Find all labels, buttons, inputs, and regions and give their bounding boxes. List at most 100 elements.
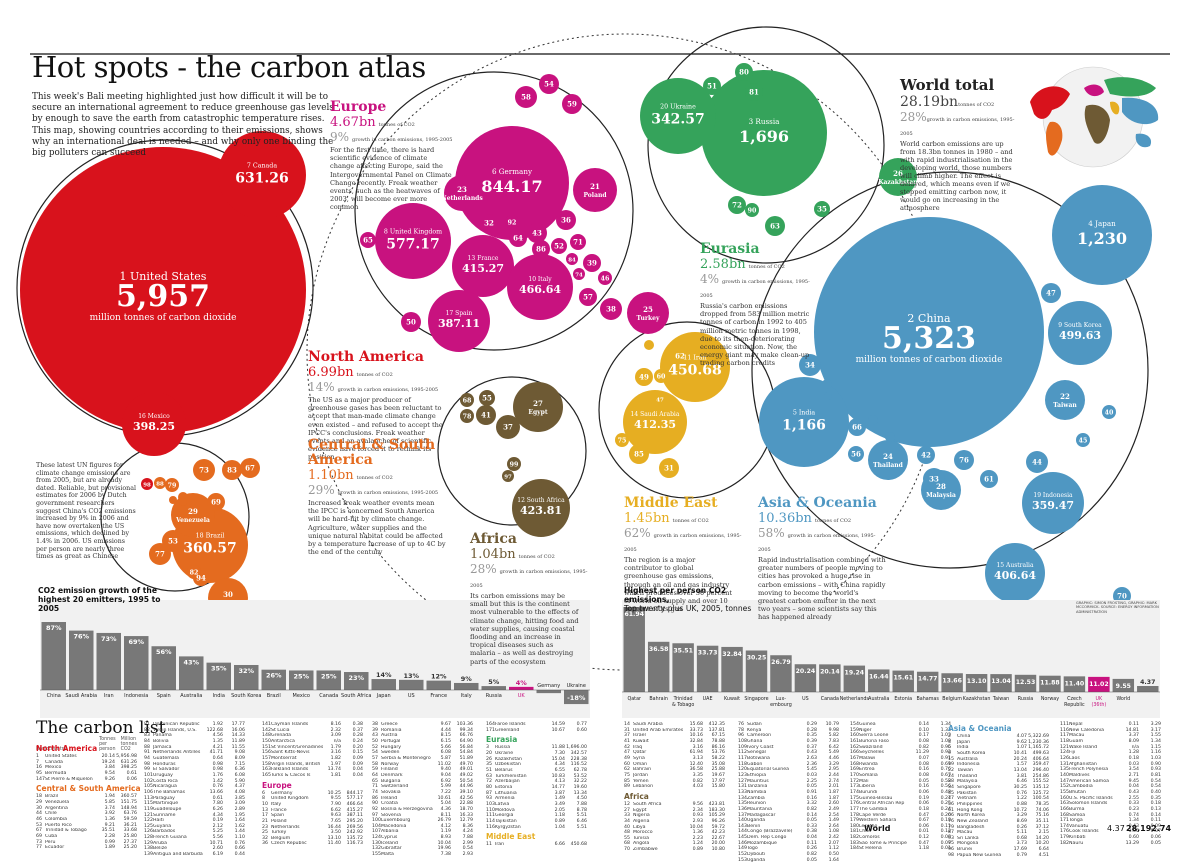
bubble-rank: 77 [155, 549, 165, 558]
carbon-list-row: 95 Mongolia 3.73 10.20 [948, 841, 1049, 847]
carbon-list-column: 141 Cayman Islands 8.16 0.38 142 St Lucia 2.32… [262, 722, 363, 847]
bubble-rank: 56 [851, 449, 861, 458]
growth-bar [536, 690, 561, 694]
bubble-country-label: 12 South Africa [517, 497, 565, 504]
carbon-list-row: 45 Pakistan 0.76 125.72 [948, 790, 1049, 796]
carbon-list-row: 44 Chile 3.92 63.76 [36, 811, 137, 817]
region-name: Eurasia [700, 241, 760, 257]
region-asia-oceania: Asia & Oceania 10.36bn tonnes of CO2 58% g… [758, 496, 888, 622]
per-person-bar [1014, 674, 1037, 692]
per-person-bar-label: 12.53 [1016, 679, 1036, 686]
carbon-list-row: 40 Libya 10.04 59.72 [624, 824, 725, 830]
growth-bar [454, 682, 479, 690]
bubble-country-label: 7 Canada [247, 162, 277, 169]
region-north-america: North America 6.99bn tonnes of CO2 14% gro… [308, 350, 453, 462]
bubble-country-label: 20 Ukraine [660, 103, 696, 110]
carbon-list-column: 154 Guinea 0.14 1.34 159 Niger 0.10 1.33 160 Sier… [850, 722, 951, 852]
country-bubble-small [476, 405, 496, 425]
carbon-list-row: 93 Sri Lanka 0.68 14.20 [948, 835, 1049, 841]
growth-category-label: Ukraine [567, 683, 586, 689]
growth-bar [289, 670, 314, 690]
carbon-list-row: 11 Iran 6.66 450.68 [486, 842, 587, 848]
carbon-list-row: 121 Suriname 4.34 1.95 [144, 812, 245, 818]
per-person-category-label: Czech [1067, 696, 1082, 702]
carbon-list-row: 109 Ivory Coast 0.37 6.42 [738, 744, 839, 750]
carbon-list-row: 8 United Kingdom 9.55 577.17 [262, 796, 363, 802]
country-bubble-spain [428, 290, 490, 352]
country-bubble-russia [701, 70, 827, 196]
per-person-bar-chart: 61.94 36.58 35.51 33.73 32.84 30.25 26.79 20.24… [622, 600, 1160, 718]
region-text: Russia's carbon emissions dropped from 5… [700, 302, 810, 368]
country-bubble-thailand [868, 440, 908, 480]
bubble-rank: 85 [634, 449, 644, 458]
bubble-value: 631.26 [235, 171, 289, 187]
carbon-list-row: 124 Fiji 1.28 1.16 [1060, 750, 1161, 756]
carbon-list-row: 6 Germany 10.25 844.17 [262, 790, 363, 796]
bubble-rank: 26 [893, 169, 903, 178]
bubble-value: 844.17 [481, 177, 542, 196]
bubble-country-label: 9 South Korea [1058, 322, 1102, 329]
bubble-rank: 40 [1105, 409, 1114, 416]
per-person-bar [672, 643, 694, 692]
per-person-bar-label: 33.73 [698, 650, 718, 657]
growth-category-label: China [47, 693, 61, 699]
per-person-bar-label: 20.14 [820, 668, 840, 675]
carbon-list-row: 19 Indonesia 1.57 359.47 [948, 762, 1049, 768]
bubble-value: 423.81 [520, 504, 562, 517]
per-person-category-label: Taiwan [992, 696, 1009, 702]
bubble-country-label: Poland [583, 192, 607, 199]
carbon-list-row: 95 Bermuda 9.54 0.61 [36, 770, 137, 776]
carbon-list-region-heading: Asia & Oceania [948, 724, 1012, 733]
bubble-rank: 99 [510, 461, 519, 468]
world-total-growth: 28%growth in carbon emissions, 1995-2005 [900, 110, 1015, 137]
growth-category-label: UK [518, 693, 526, 699]
country-bubble-small [193, 459, 215, 481]
country-bubble-small [532, 240, 550, 258]
carbon-list-row: 120 Equatorial Guinea 5.45 2.95 [738, 767, 839, 773]
country-bubble-ukraine [640, 78, 716, 154]
carbon-list-row: 64 Denmark 9.04 49.02 [372, 772, 473, 778]
carbon-list-row: 122 Haiti 0.19 1.64 [144, 818, 245, 824]
carbon-list-row: 96 Brunei 17.69 6.64 [948, 847, 1049, 853]
carbon-list-row: 106 The Bahamas 13.66 4.08 [144, 789, 245, 795]
bubble-country-label: Taiwan [1053, 402, 1077, 409]
bubble-rank: 42 [921, 450, 931, 459]
country-bubble-saudi-arabia [623, 390, 687, 454]
bubble-country-label: Venezuela [175, 517, 210, 524]
carbon-list-row: 174 Burundi 0.06 0.48 [850, 789, 951, 795]
carbon-list-row: 7 Canada 19.24 631.26 [36, 759, 137, 765]
carbon-list-region-heading: North America [36, 744, 98, 753]
bubble-rank: 79 [168, 482, 177, 489]
bubble-rank: 47 [656, 397, 664, 403]
region-growth: 28% growth in carbon emissions, 1995-2005 [470, 562, 588, 589]
carbon-list-row: 67 Trinidad & Tobago 35.51 33.68 [36, 828, 137, 834]
bubble-rank: 49 [639, 372, 649, 381]
region-growth: 29% growth in carbon emissions, 1995-2005 [308, 483, 439, 497]
bubble-country-label: Thailand [873, 462, 904, 469]
bubble-rank: 35 [817, 204, 827, 213]
per-person-category-label: Canada [821, 696, 839, 702]
region-africa: Africa 1.04bn tonnes of CO2 28% growth in … [470, 532, 595, 666]
growth-category-label: Iran [104, 693, 114, 699]
bubble-rank: 76 [959, 455, 969, 464]
carbon-list-row: 91 Netherlands Antilles 41.71 9.08 [144, 750, 245, 756]
carbon-list-row: 10 Italy 7.90 466.64 [262, 801, 363, 807]
carbon-list-row: 147 St Pierre & Miquelon 9.26 0.06 [36, 776, 137, 782]
carbon-list-title: The carbon list [36, 718, 166, 738]
carbon-list-row: 85 Yemen 0.82 17.97 [624, 778, 725, 784]
carbon-list-row: 147 American Samoa 9.45 0.54 [1060, 778, 1161, 784]
carbon-list-row: 168 Rwanda 0.08 0.69 [850, 761, 951, 767]
carbon-list-row: 175 Guinea-Bissau 0.19 0.27 [850, 795, 951, 801]
carbon-list-row: 174 Vanuatu 0.43 0.09 [1060, 823, 1161, 829]
per-person-bar [819, 664, 841, 692]
country-bubble-small [629, 444, 649, 464]
carbon-list-row: 75 Jordan 3.35 19.67 [624, 772, 725, 778]
carbon-list-row: 58 Norway 11.02 49.70 [372, 761, 473, 767]
carbon-list-row: 155 Bhutan 0.43 0.40 [1060, 789, 1161, 795]
country-bubble-small [644, 340, 654, 350]
per-person-bar-label: 13.04 [991, 678, 1011, 685]
region-name: Middle East [624, 495, 718, 511]
carbon-list-row: 153 Uganda 0.05 1.64 [738, 857, 839, 863]
country-bubble-small [222, 460, 242, 480]
